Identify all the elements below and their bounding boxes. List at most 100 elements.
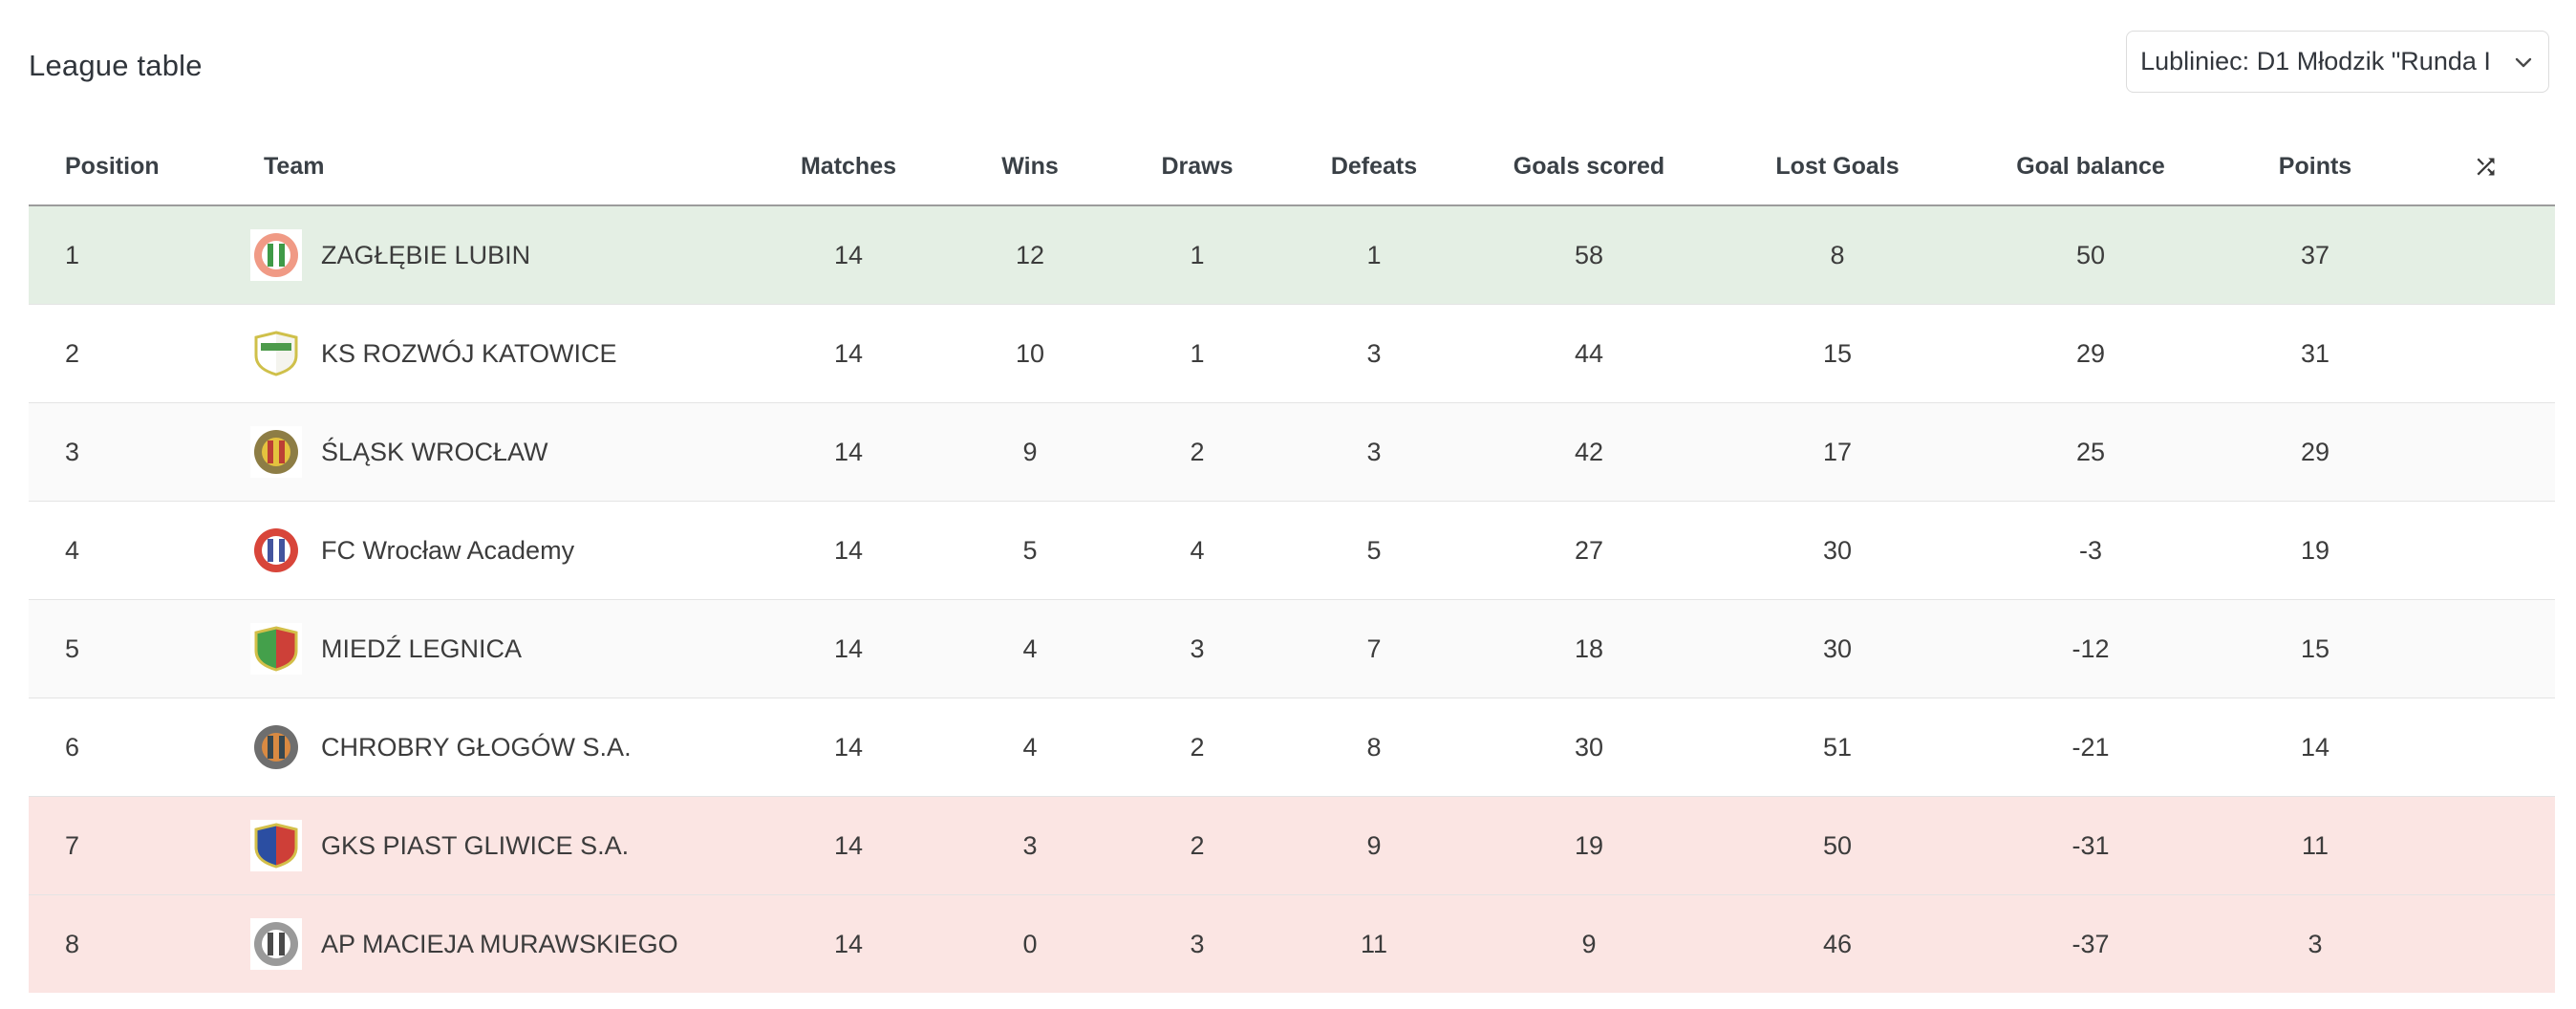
goal_balance-cell: 25 xyxy=(2075,437,2106,466)
col-header-matches: Matches xyxy=(800,152,897,180)
team-cell: KS ROZWÓJ KATOWICE xyxy=(250,328,753,379)
matches-cell: 14 xyxy=(833,830,864,860)
draws-cell: 1 xyxy=(1190,240,1205,269)
position-cell: 8 xyxy=(65,929,80,958)
defeats-cell: 7 xyxy=(1366,633,1382,663)
wins-cell: 10 xyxy=(1015,338,1045,368)
team-cell: CHROBRY GŁOGÓW S.A. xyxy=(250,721,753,773)
team-crest xyxy=(250,918,302,970)
lost_goals-cell: 8 xyxy=(1830,240,1845,269)
lost_goals-cell: 51 xyxy=(1822,732,1853,762)
team-cell: FC Wrocław Academy xyxy=(250,525,753,576)
points-cell: 15 xyxy=(2300,633,2330,663)
col-header-draws: Draws xyxy=(1161,152,1234,180)
goals_scored-cell: 58 xyxy=(1574,240,1604,269)
lost_goals-cell: 30 xyxy=(1822,535,1853,565)
col-header-position: Position xyxy=(65,152,160,180)
col-header-team: Team xyxy=(264,152,325,180)
team-crest xyxy=(250,525,302,576)
defeats-cell: 3 xyxy=(1366,437,1382,466)
wins-cell: 5 xyxy=(1022,535,1038,565)
goal_balance-cell: 50 xyxy=(2075,240,2106,269)
chevron-down-icon xyxy=(2512,51,2535,74)
team-crest xyxy=(250,623,302,675)
points-cell: 37 xyxy=(2300,240,2330,269)
goal_balance-cell: -31 xyxy=(2072,830,2110,860)
table-body: 1 ZAGŁĘBIE LUBIN 14 12 1 1 58 8 50 37 2 … xyxy=(29,206,2555,993)
wins-cell: 9 xyxy=(1022,437,1038,466)
team-crest xyxy=(250,721,302,773)
points-cell: 31 xyxy=(2300,338,2330,368)
table-row: 8 AP MACIEJA MURAWSKIEGO 14 0 3 11 9 46 … xyxy=(29,894,2555,993)
points-cell: 19 xyxy=(2300,535,2330,565)
defeats-cell: 5 xyxy=(1366,535,1382,565)
wins-cell: 4 xyxy=(1022,732,1038,762)
draws-cell: 2 xyxy=(1190,732,1205,762)
points-cell: 3 xyxy=(2308,929,2323,958)
col-header-wins: Wins xyxy=(1001,152,1059,180)
defeats-cell: 8 xyxy=(1366,732,1382,762)
points-cell: 11 xyxy=(2301,830,2329,860)
team-name: AP MACIEJA MURAWSKIEGO xyxy=(321,929,678,958)
team-cell: GKS PIAST GLIWICE S.A. xyxy=(250,820,753,871)
team-crest xyxy=(250,229,302,281)
team-cell: ŚLĄSK WROCŁAW xyxy=(250,426,753,478)
team-crest xyxy=(250,426,302,478)
team-crest xyxy=(250,820,302,871)
position-cell: 6 xyxy=(65,732,80,762)
goals_scored-cell: 18 xyxy=(1574,633,1604,663)
matches-cell: 14 xyxy=(833,338,864,368)
team-name: ŚLĄSK WROCŁAW xyxy=(321,437,548,466)
points-cell: 29 xyxy=(2300,437,2330,466)
defeats-cell: 11 xyxy=(1360,929,1388,958)
goals_scored-cell: 42 xyxy=(1574,437,1604,466)
table-row: 7 GKS PIAST GLIWICE S.A. 14 3 2 9 19 50 … xyxy=(29,796,2555,894)
goal_balance-cell: -37 xyxy=(2072,929,2110,958)
team-name: GKS PIAST GLIWICE S.A. xyxy=(321,830,630,860)
matches-cell: 14 xyxy=(833,732,864,762)
season-dropdown-value: Lubliniec: D1 Młodzik "Runda I xyxy=(2140,47,2491,75)
col-header-defeats: Defeats xyxy=(1330,152,1418,180)
goals_scored-cell: 27 xyxy=(1574,535,1604,565)
lost_goals-cell: 30 xyxy=(1822,633,1853,663)
team-cell: MIEDŹ LEGNICA xyxy=(250,623,753,675)
team-name: CHROBRY GŁOGÓW S.A. xyxy=(321,732,632,762)
position-cell: 2 xyxy=(65,338,80,368)
goals_scored-cell: 9 xyxy=(1581,929,1597,958)
table-row: 4 FC Wrocław Academy 14 5 4 5 27 30 -3 1… xyxy=(29,501,2555,599)
table-row: 3 ŚLĄSK WROCŁAW 14 9 2 3 42 17 25 29 xyxy=(29,402,2555,501)
goals_scored-cell: 19 xyxy=(1574,830,1604,860)
team-cell: ZAGŁĘBIE LUBIN xyxy=(250,229,753,281)
matches-cell: 14 xyxy=(833,535,864,565)
position-cell: 1 xyxy=(65,240,80,269)
defeats-cell: 3 xyxy=(1366,338,1382,368)
matches-cell: 14 xyxy=(833,240,864,269)
league-table: Position Team Matches Wins Draws Defeats… xyxy=(29,128,2555,993)
team-crest xyxy=(250,328,302,379)
wins-cell: 0 xyxy=(1022,929,1038,958)
goal_balance-cell: 29 xyxy=(2075,338,2106,368)
team-name: FC Wrocław Academy xyxy=(321,535,575,565)
col-header-goal-balance: Goal balance xyxy=(2016,152,2165,180)
shuffle-icon[interactable] xyxy=(2473,154,2499,180)
position-cell: 5 xyxy=(65,633,80,663)
draws-cell: 2 xyxy=(1190,830,1205,860)
matches-cell: 14 xyxy=(833,929,864,958)
team-name: MIEDŹ LEGNICA xyxy=(321,633,523,663)
table-row: 2 KS ROZWÓJ KATOWICE 14 10 1 3 44 15 29 … xyxy=(29,304,2555,402)
goal_balance-cell: -3 xyxy=(2078,535,2102,565)
col-header-goals-scored: Goals scored xyxy=(1513,152,1665,180)
points-cell: 14 xyxy=(2300,732,2330,762)
lost_goals-cell: 46 xyxy=(1822,929,1853,958)
goal_balance-cell: -21 xyxy=(2072,732,2110,762)
season-dropdown[interactable]: Lubliniec: D1 Młodzik "Runda I xyxy=(2126,31,2549,93)
defeats-cell: 9 xyxy=(1366,830,1382,860)
goals_scored-cell: 30 xyxy=(1574,732,1604,762)
position-cell: 4 xyxy=(65,535,80,565)
draws-cell: 4 xyxy=(1190,535,1205,565)
table-row: 5 MIEDŹ LEGNICA 14 4 3 7 18 30 -12 15 xyxy=(29,599,2555,698)
position-cell: 3 xyxy=(65,437,80,466)
draws-cell: 1 xyxy=(1190,338,1205,368)
draws-cell: 3 xyxy=(1190,633,1205,663)
